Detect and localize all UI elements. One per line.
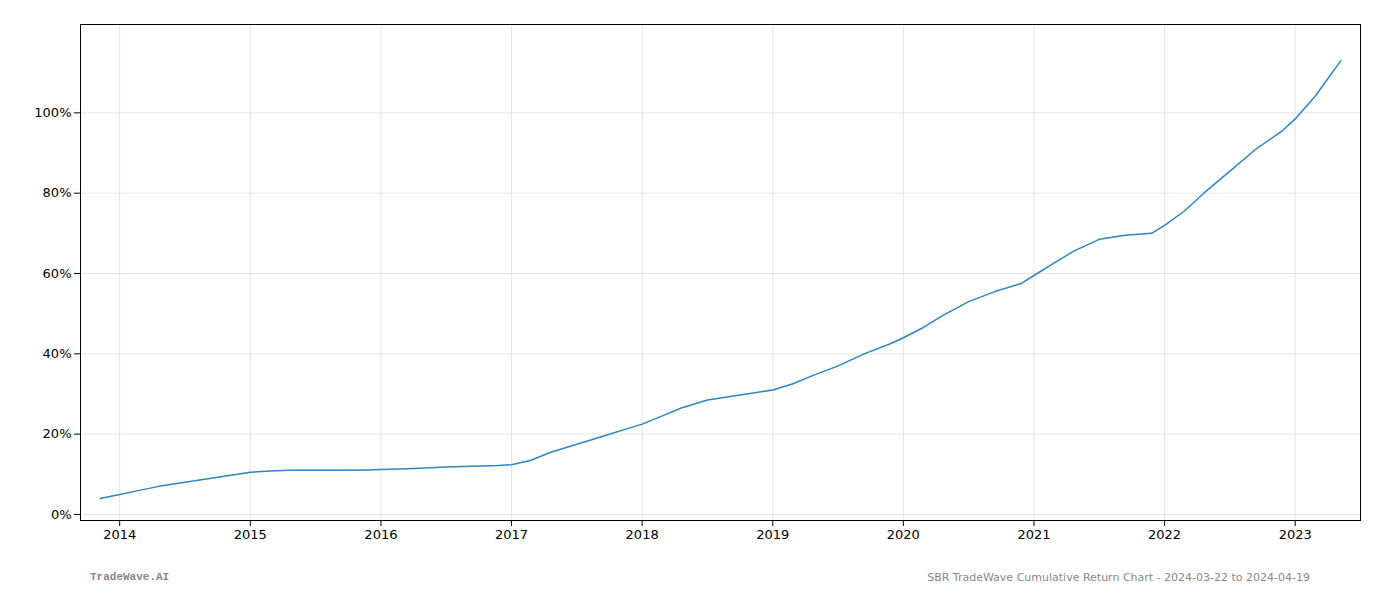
svg-text:2021: 2021: [1017, 527, 1050, 542]
svg-text:2018: 2018: [626, 527, 659, 542]
svg-text:0%: 0%: [51, 507, 72, 522]
svg-text:2016: 2016: [364, 527, 397, 542]
svg-text:2015: 2015: [234, 527, 267, 542]
svg-text:20%: 20%: [43, 426, 72, 441]
svg-text:2020: 2020: [887, 527, 920, 542]
svg-text:80%: 80%: [43, 185, 72, 200]
svg-text:60%: 60%: [43, 266, 72, 281]
html-text:TradeWave.AI: TradeWave.AI: [90, 571, 170, 583]
svg-text:100%: 100%: [34, 105, 71, 120]
svg-text:40%: 40%: [43, 346, 72, 361]
svg-text:2017: 2017: [495, 527, 528, 542]
svg-text:2014: 2014: [103, 527, 136, 542]
svg-text:2023: 2023: [1279, 527, 1312, 542]
svg-text:2019: 2019: [756, 527, 789, 542]
html-text:SBR TradeWave Cumulative Retur: SBR TradeWave Cumulative Return Chart - …: [927, 570, 1310, 584]
svg-text:2022: 2022: [1148, 527, 1181, 542]
